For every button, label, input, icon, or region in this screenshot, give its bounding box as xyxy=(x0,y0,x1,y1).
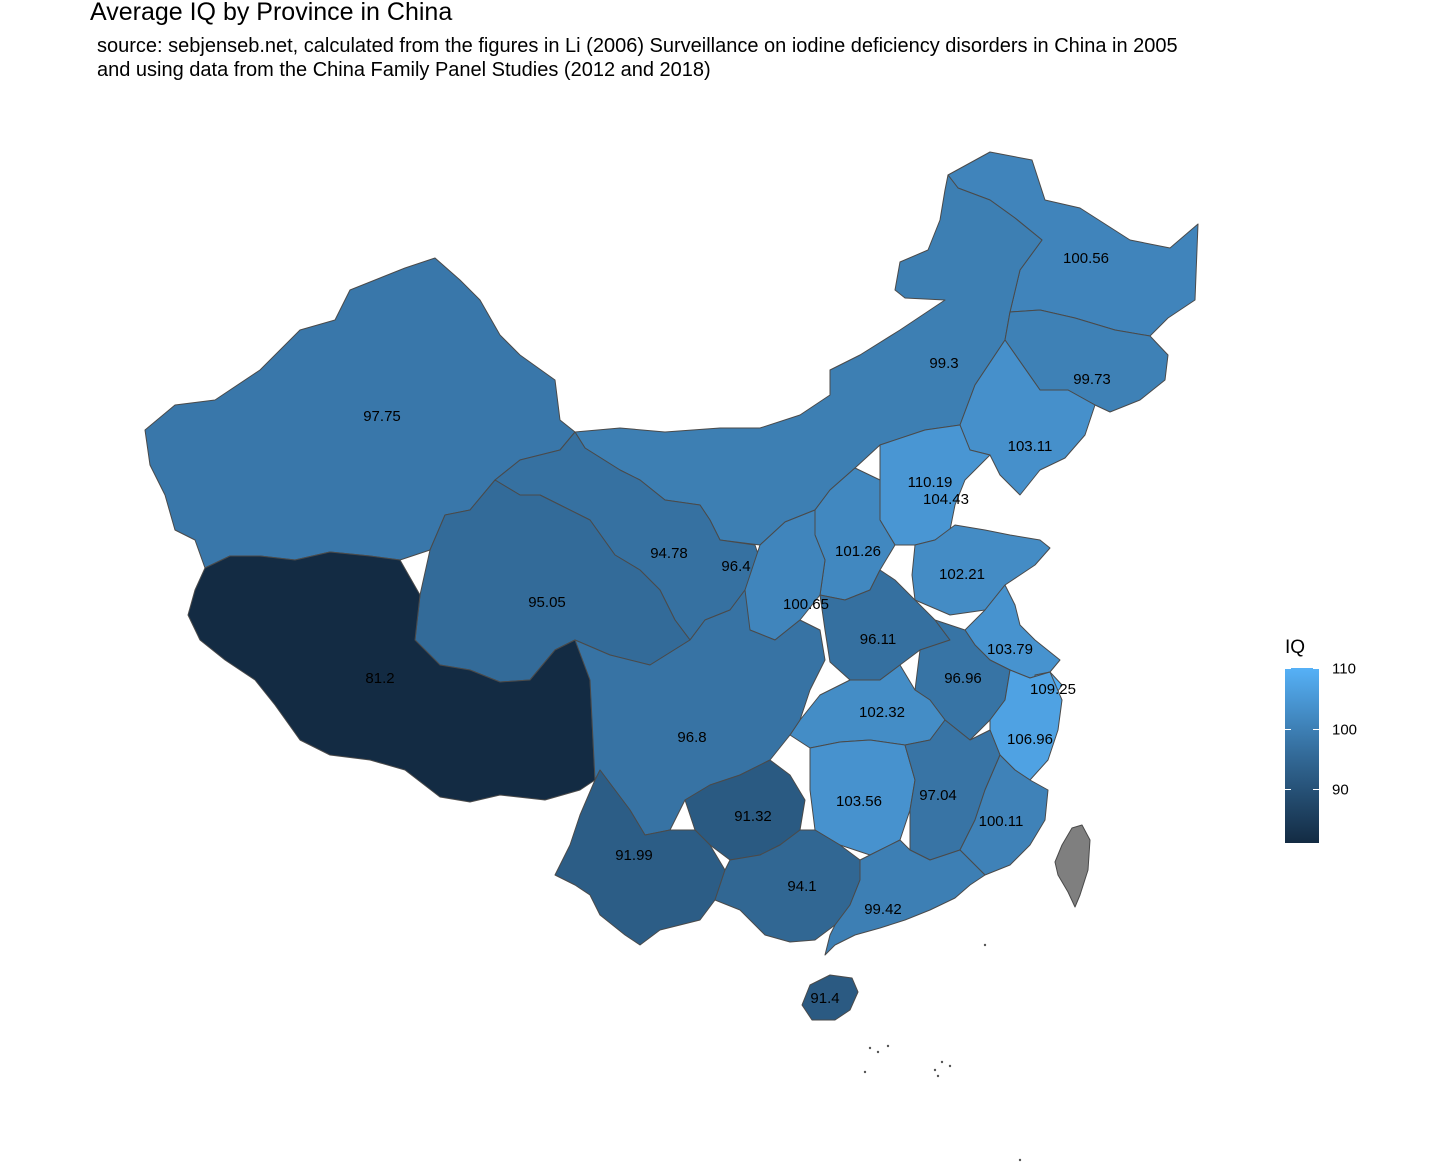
island-speck xyxy=(936,1074,940,1078)
value-label-shanxi: 101.26 xyxy=(835,543,881,560)
value-label-jiangsu: 103.79 xyxy=(987,641,1033,658)
value-label-heilongjiang: 100.56 xyxy=(1063,250,1109,267)
value-label-guangdong: 99.42 xyxy=(864,901,902,918)
value-label-shandong: 102.21 xyxy=(939,566,985,583)
value-label-liaoning: 103.11 xyxy=(1008,438,1053,455)
value-label-qinghai: 95.05 xyxy=(528,594,566,611)
value-label-shaanxi: 100.65 xyxy=(783,596,829,613)
value-label-guangxi: 94.1 xyxy=(787,878,816,895)
region-yunnan xyxy=(554,769,726,946)
value-label-ningxia: 94.78 xyxy=(650,545,688,562)
value-label-shanghai: 109.25 xyxy=(1030,681,1076,698)
value-label-yunnan: 91.99 xyxy=(615,847,653,864)
province-regions xyxy=(144,151,1199,1162)
value-label-tibet: 81.2 xyxy=(365,670,394,687)
value-label-anhui: 96.96 xyxy=(944,670,982,687)
value-label-jiangxi: 97.04 xyxy=(919,787,957,804)
island-speck xyxy=(948,1064,952,1068)
value-label-zhejiang: 106.96 xyxy=(1007,731,1053,748)
value-label-hebei: 104.43 xyxy=(923,491,969,508)
island-speck xyxy=(1018,1158,1022,1162)
value-label-fujian: 100.11 xyxy=(979,813,1024,830)
island-speck xyxy=(876,1050,880,1054)
region-taiwan xyxy=(1054,824,1091,908)
legend-tick-label: 110 xyxy=(1332,660,1356,678)
region-anhui xyxy=(914,619,1011,741)
map-subtitle: source: sebjenseb.net, calculated from t… xyxy=(97,34,1178,82)
value-label-hubei: 102.32 xyxy=(859,704,905,721)
region-guangdong xyxy=(824,839,986,956)
island-speck xyxy=(863,1070,867,1074)
value-label-sichuan: 96.8 xyxy=(677,729,706,746)
value-label-jilin: 99.73 xyxy=(1073,371,1111,388)
island-speck xyxy=(933,1068,937,1072)
value-label-xinjiang: 97.75 xyxy=(363,408,401,425)
island-speck xyxy=(868,1046,872,1050)
value-label-chongqing: 91.32 xyxy=(734,808,772,825)
map-title: Average IQ by Province in China xyxy=(90,0,453,26)
island-speck xyxy=(983,943,987,947)
value-label-gansu: 96.4 xyxy=(721,558,750,575)
legend-tick-label: 100 xyxy=(1332,721,1358,738)
legend-title: IQ xyxy=(1285,637,1306,658)
value-label-inner-mongolia: 99.3 xyxy=(929,355,958,372)
value-label-beijing: 110.19 xyxy=(908,474,953,491)
value-label-hunan: 103.56 xyxy=(836,793,882,810)
region-hainan xyxy=(801,974,859,1021)
legend-tick-label: 90 xyxy=(1332,781,1349,799)
region-hunan xyxy=(809,739,916,856)
value-label-hainan: 91.4 xyxy=(810,990,839,1007)
island-speck xyxy=(886,1044,890,1048)
value-label-henan: 96.11 xyxy=(860,631,896,648)
subtitle-line-2: and using data from the China Family Pan… xyxy=(97,59,711,81)
island-speck xyxy=(940,1060,944,1064)
subtitle-line-1: source: sebjenseb.net, calculated from t… xyxy=(97,35,1178,57)
legend-colorbar xyxy=(1285,668,1319,843)
region-shandong xyxy=(911,524,1051,616)
